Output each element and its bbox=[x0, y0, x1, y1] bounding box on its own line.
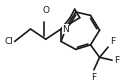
Text: F: F bbox=[114, 56, 119, 65]
Text: Cl: Cl bbox=[4, 37, 13, 46]
Text: O: O bbox=[42, 6, 49, 15]
Text: N: N bbox=[62, 24, 69, 34]
Text: F: F bbox=[110, 37, 115, 46]
Text: F: F bbox=[91, 73, 97, 82]
